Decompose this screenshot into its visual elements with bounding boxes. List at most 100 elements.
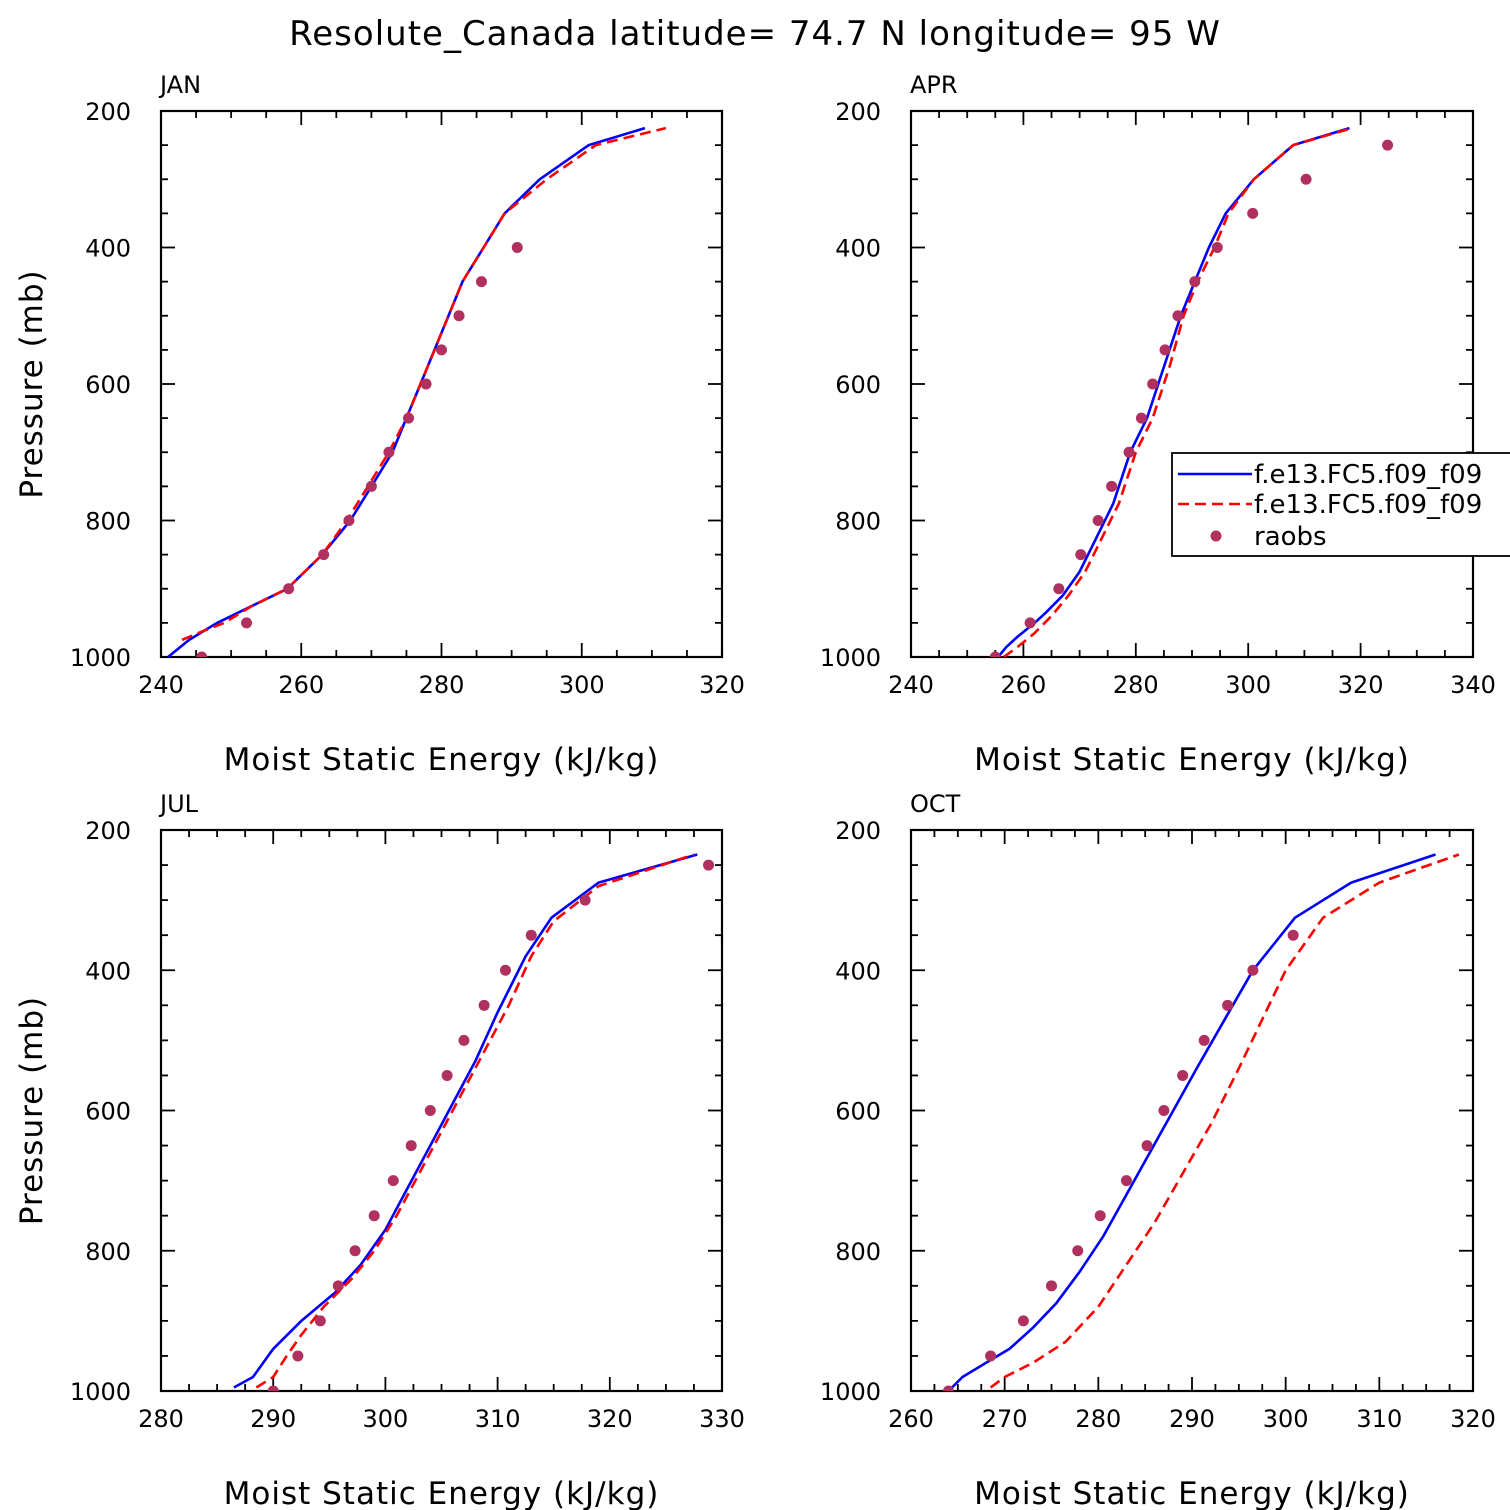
y-axis-title: Pressure (mb) [14, 269, 50, 498]
raobs-point [1189, 276, 1201, 288]
panel-label: APR [910, 71, 958, 99]
legend-entry-raobs-label: raobs [1254, 522, 1327, 552]
y-tick-label: 400 [835, 957, 881, 985]
raobs-point [499, 964, 511, 976]
raobs-point [989, 651, 1001, 657]
x-tick-label: 310 [1356, 1405, 1402, 1433]
x-tick-label: 240 [138, 671, 184, 699]
panel-oct: 260 270 280 290 300 310 320 200 400 600 800 1000 OCT… [820, 790, 1496, 1510]
raobs-point [1072, 1245, 1084, 1257]
raobs-point [1222, 999, 1234, 1011]
x-tick-label: 280 [419, 671, 465, 699]
raobs-point [1135, 412, 1147, 424]
x-tick-label: 290 [250, 1405, 296, 1433]
raobs-point [511, 242, 523, 253]
raobs-point [1120, 1175, 1132, 1187]
legend-entry-model2-label: f.e13.FC5.f09_f09 [1254, 490, 1482, 520]
x-tick-label: 320 [1338, 671, 1384, 699]
panel-label: JUL [158, 790, 199, 818]
raobs-point [1247, 964, 1259, 976]
raobs-point [314, 1315, 326, 1327]
raobs-point [1177, 1069, 1189, 1081]
raobs-point [405, 1140, 417, 1152]
raobs-point [387, 1175, 399, 1187]
raobs-point [525, 929, 537, 941]
raobs-point [1053, 583, 1065, 595]
series-group [233, 853, 715, 1391]
x-tick-label: 280 [1113, 671, 1159, 699]
y-tick-label: 400 [835, 235, 881, 263]
x-tick-label: 300 [1263, 1405, 1309, 1433]
x-tick-label: 320 [699, 671, 745, 699]
x-tick-label: 330 [699, 1405, 745, 1433]
legend-box [1171, 452, 1510, 557]
series-group [989, 126, 1394, 657]
y-tick-label: 600 [85, 1098, 131, 1126]
raobs-point [196, 651, 208, 657]
raobs-point [1147, 378, 1159, 390]
x-tick-label: 320 [587, 1405, 633, 1433]
y-tick-label: 1000 [70, 1378, 131, 1406]
x-tick-label: 310 [475, 1405, 521, 1433]
raobs-point [942, 1385, 954, 1391]
y-tick-label: 1000 [820, 644, 881, 672]
x-tick-label: 300 [559, 671, 605, 699]
raobs-point [332, 1280, 344, 1292]
raobs-point [1075, 549, 1087, 561]
figure-title: Resolute_Canada latitude= 74.7 N longitu… [289, 14, 1221, 54]
raobs-point [1092, 515, 1104, 526]
raobs-point [1172, 310, 1184, 322]
raobs-point [365, 480, 377, 492]
raobs-point [343, 515, 355, 526]
raobs-point [441, 1069, 453, 1081]
raobs-point [424, 1105, 436, 1116]
x-axis-title: Moist Static Energy (kJ/kg) [974, 742, 1410, 778]
y-axis-title: Pressure (mb) [14, 996, 50, 1225]
raobs-point [1141, 1140, 1153, 1152]
y-tick-label: 800 [835, 508, 881, 536]
y-tick-label: 200 [835, 98, 881, 126]
x-tick-label: 260 [888, 1405, 934, 1433]
y-tick-label: 600 [85, 371, 131, 399]
legend-entry-raobs-marker [1210, 530, 1222, 542]
y-tick-label: 800 [835, 1238, 881, 1266]
raobs-point [267, 1385, 279, 1391]
y-tick-label: 200 [835, 817, 881, 845]
raobs-point [318, 549, 330, 561]
raobs-point [478, 999, 490, 1011]
x-tick-label: 320 [1450, 1405, 1496, 1433]
raobs-point [1159, 344, 1171, 356]
x-tick-label: 280 [1075, 1405, 1121, 1433]
model2-line [1002, 126, 1353, 657]
x-tick-label: 290 [1169, 1405, 1215, 1433]
raobs-point [1017, 1315, 1029, 1327]
raobs-point [1046, 1280, 1057, 1292]
x-tick-label: 300 [362, 1405, 408, 1433]
panel-jan: 240 260 280 300 320 200 400 600 800 1000 JAN Moist … [14, 71, 745, 778]
raobs-point [368, 1210, 380, 1222]
model2-line [255, 853, 695, 1389]
x-axis-title: Moist Static Energy (kJ/kg) [224, 742, 660, 778]
raobs-point [1158, 1105, 1170, 1116]
model2-line [989, 853, 1460, 1389]
plot-frame [909, 109, 1475, 659]
raobs-point [241, 617, 253, 629]
raobs-point [403, 412, 415, 424]
raobs-point [1211, 242, 1223, 253]
x-tick-label: 280 [138, 1405, 184, 1433]
raobs-point [283, 583, 295, 595]
x-axis-title: Moist Static Energy (kJ/kg) [974, 1476, 1410, 1510]
legend-entry-model1-label: f.e13.FC5.f09_f09 [1254, 460, 1482, 490]
y-tick-label: 600 [835, 371, 881, 399]
x-tick-label: 240 [888, 671, 934, 699]
raobs-point [1247, 207, 1259, 219]
y-tick-label: 400 [85, 957, 131, 985]
x-tick-label: 300 [1225, 671, 1271, 699]
model1-line [947, 853, 1436, 1391]
raobs-point [292, 1350, 304, 1362]
raobs-point [1300, 173, 1312, 185]
y-tick-label: 400 [85, 235, 131, 263]
raobs-point [436, 344, 447, 356]
